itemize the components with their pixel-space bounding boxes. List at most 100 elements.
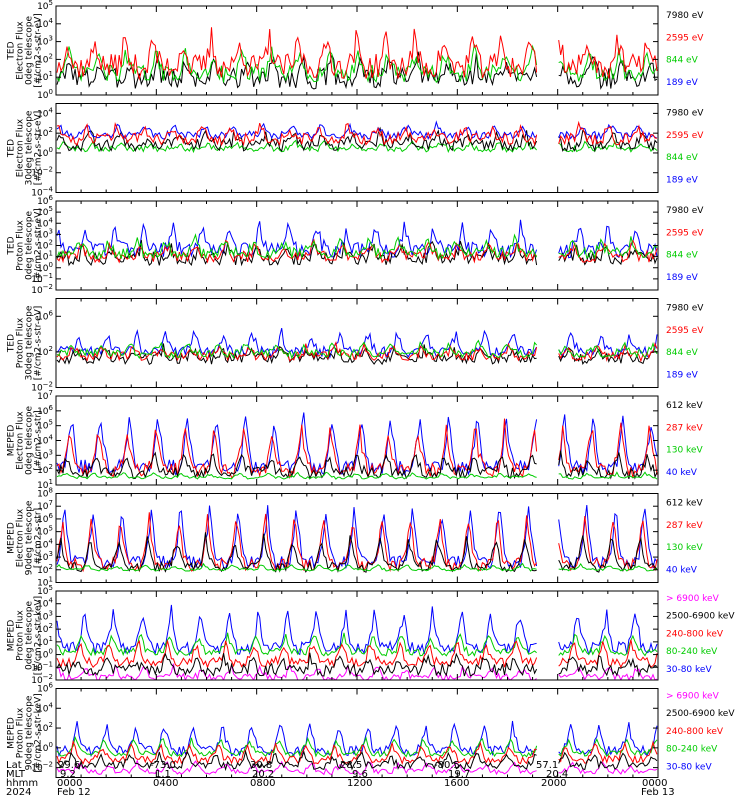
ytick-label-2: 100: [37, 261, 53, 274]
ytick-label-1: 10−2: [31, 166, 53, 179]
ylabel-line: MEPED: [7, 620, 17, 652]
ytick-label-6: 104: [37, 216, 53, 229]
ytick-label-7: 105: [37, 584, 53, 597]
ylabel-line: TED: [7, 334, 17, 353]
ylabel-line: Proton Flux: [16, 220, 26, 271]
series-line-3: [56, 562, 657, 572]
panel-traces: [56, 327, 658, 366]
footer-hhmm-3: 1200: [347, 778, 372, 789]
footer-hhmm-4: 1600: [444, 778, 469, 789]
legend-entry-4: 30-80 keV: [666, 665, 712, 675]
series-line-4: [56, 749, 658, 772]
footer-lat-2: 30.8: [250, 760, 272, 771]
ytick-label-2: 106: [37, 309, 53, 322]
ylabel-line: [#/cm2-s-str]: [34, 410, 44, 470]
series-line-1: [56, 418, 658, 480]
ylabel-line: 90deg telescope: [25, 695, 35, 770]
ytick-label-1: 102: [37, 345, 53, 358]
ylabel-3: TEDProton Flux30deg telescope[#/cm2-s-st…: [7, 305, 44, 380]
series-line-2: [56, 450, 658, 480]
legend-entry-2: 240-800 keV: [666, 629, 724, 639]
legend-entry-1: 2595 eV: [666, 228, 704, 238]
ylabel-line: [#/cm2-s-str-eV]: [34, 111, 44, 186]
series-line-0: [56, 51, 658, 90]
footer-lat-4: -80.5: [434, 760, 460, 771]
series-line-3: [56, 120, 658, 147]
ylabel-line: TED: [7, 139, 17, 158]
ytick-label-0: 10−2: [31, 381, 53, 394]
legend-entry-3: 80-240 keV: [666, 745, 718, 755]
panel-traces: [56, 720, 658, 776]
ylabel-line: 30deg telescope: [25, 305, 35, 380]
ytick-label-4: 104: [37, 106, 53, 119]
footer-hhmm-6: 0000: [642, 778, 667, 789]
ylabel-line: Proton Flux: [16, 317, 26, 368]
ytick-label-1: 10−1: [31, 272, 53, 285]
ylabel-line: MEPED: [7, 717, 17, 749]
ytick-label-0: 10−2: [31, 283, 53, 296]
footer-mlt-1: 1.1: [155, 769, 171, 780]
ylabel-line: Electron Flux: [16, 118, 26, 177]
legend-entry-1: 2500-6900 keV: [666, 709, 735, 719]
legend-entry-3: 189 eV: [666, 78, 699, 88]
legend-entry-0: 612 keV: [666, 499, 703, 509]
panel-traces: [56, 120, 658, 154]
ytick-label-0: 10−4: [31, 186, 53, 199]
legend-entry-2: 844 eV: [666, 348, 699, 358]
ytick-label-0: 101: [37, 478, 53, 491]
footer-lat-0: 29.6: [58, 760, 80, 771]
legend-entry-2: 844 eV: [666, 153, 699, 163]
ytick-label-1: 102: [37, 563, 53, 576]
ylabel-6: MEPEDProton Flux0deg telescope[#/cm2-s-s…: [7, 596, 44, 675]
footer-row-label-hhmm: hhmm: [6, 778, 38, 789]
series-line-2: [56, 27, 658, 81]
legend-entry-0: > 6900 keV: [666, 691, 720, 701]
ylabel-line: Electron Flux: [16, 411, 26, 470]
legend-entry-0: 612 keV: [666, 401, 703, 411]
footer-hhmm-1: 0400: [153, 778, 178, 789]
ytick-label-8: 106: [37, 194, 53, 207]
panel-frame: [55, 200, 659, 291]
series-line-0: [56, 758, 658, 776]
ytick-label-4: 105: [37, 525, 53, 538]
ylabel-line: 0deg telescope: [25, 211, 35, 281]
ylabel-line: MEPED: [7, 522, 17, 554]
ytick-label-4: 104: [37, 17, 53, 30]
legend-entry-1: 287 keV: [666, 423, 703, 433]
footer-mlt-5: 20.4: [546, 769, 568, 780]
ylabel-line: Proton Flux: [16, 610, 26, 661]
footer-row-label-year: 2024: [6, 787, 31, 798]
ylabel-1: TEDElectron Flux30deg telescope[#/cm2-s-…: [7, 110, 44, 185]
series-line-1: [56, 720, 658, 758]
ytick-label-3: 104: [37, 434, 53, 447]
ytick-label-3: 102: [37, 126, 53, 139]
ylabel-5: MEPEDElectron Flux90deg telescope[#/cm2-…: [7, 500, 44, 575]
footer-hhmm-2: 0800: [250, 778, 275, 789]
ytick-label-5: 106: [37, 512, 53, 525]
ylabel-line: 90deg telescope: [25, 500, 35, 575]
series-line-0: [56, 327, 658, 360]
ytick-label-3: 103: [37, 35, 53, 48]
ylabel-line: MEPED: [7, 425, 17, 457]
ylabel-7: MEPEDProton Flux90deg telescope[#/cm2-s-…: [7, 693, 44, 772]
ytick-label-6: 107: [37, 499, 53, 512]
footer-mlt-3: 9.6: [352, 769, 368, 780]
ytick-label-5: 103: [37, 609, 53, 622]
ytick-label-1: 10−1: [31, 660, 53, 673]
ylabel-line: [#/cm2-s-str-eV]: [34, 208, 44, 283]
legend-entry-1: 2595 eV: [666, 131, 704, 141]
ylabel-line: [#/cm2-s-str]: [34, 508, 44, 568]
legend-entry-2: 130 keV: [666, 543, 703, 553]
ylabel-line: [#/cm2-s-str-eV]: [34, 306, 44, 381]
series-line-2: [56, 532, 658, 573]
ytick-label-2: 102: [37, 721, 53, 734]
legend-entry-3: 80-240 keV: [666, 647, 718, 657]
ytick-label-2: 103: [37, 550, 53, 563]
footer-mlt-2: 20.2: [252, 769, 274, 780]
ylabel-line: 0deg telescope: [25, 601, 35, 671]
ylabel-line: 0deg telescope: [25, 16, 35, 86]
panel-traces: [56, 27, 658, 90]
